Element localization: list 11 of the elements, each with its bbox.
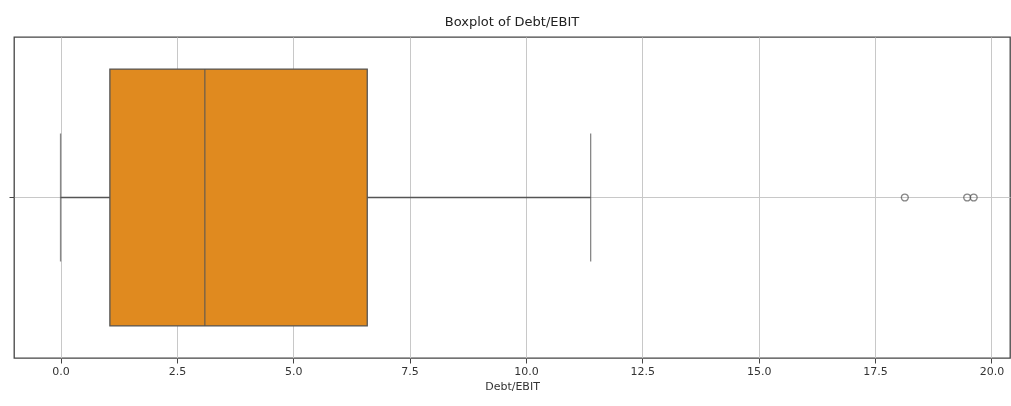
- x-axis-title: Debt/EBIT: [485, 379, 541, 393]
- x-tick-label: 7.5: [401, 364, 419, 378]
- x-tick-label: 17.5: [863, 364, 888, 378]
- x-tick-label: 5.0: [285, 364, 303, 378]
- x-tick-label: 12.5: [630, 364, 656, 378]
- x-tick-label: 2.5: [168, 364, 187, 378]
- x-tick-label: 15.0: [746, 364, 772, 378]
- chart-title: Boxplot of Debt/EBIT: [444, 14, 580, 29]
- x-tick-label: 0.0: [52, 364, 70, 378]
- x-tick-label: 10.0: [514, 364, 539, 378]
- x-tick-label: 20.0: [979, 364, 1005, 378]
